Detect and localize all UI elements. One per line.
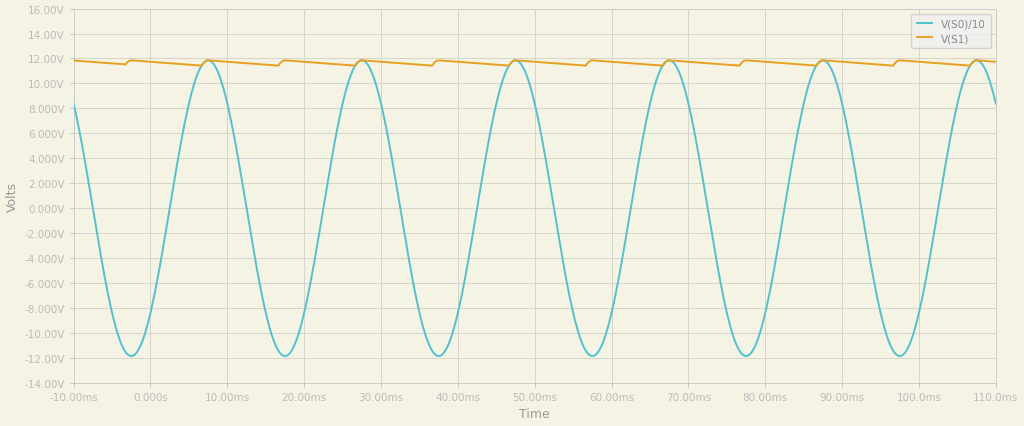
V(S1) xyxy=(540,61,552,66)
V(S0)/10 xyxy=(205,59,217,64)
V(S0)/10 xyxy=(125,354,137,359)
V(S1) xyxy=(989,60,1001,65)
V(S1) xyxy=(116,63,128,68)
V(S0)/10 xyxy=(116,343,128,348)
Legend: V(S0)/10, V(S1): V(S0)/10, V(S1) xyxy=(911,15,990,49)
V(S0)/10 xyxy=(629,184,641,189)
V(S0)/10 xyxy=(553,236,565,242)
V(S1) xyxy=(306,60,318,66)
Line: V(S1): V(S1) xyxy=(74,61,995,66)
Y-axis label: Volts: Volts xyxy=(5,181,18,211)
V(S1) xyxy=(68,59,80,64)
V(S0)/10 xyxy=(540,158,552,163)
V(S1) xyxy=(503,64,515,69)
X-axis label: Time: Time xyxy=(519,408,550,420)
V(S0)/10 xyxy=(68,102,80,107)
Line: V(S0)/10: V(S0)/10 xyxy=(74,61,995,356)
V(S1) xyxy=(553,62,565,67)
V(S1) xyxy=(205,59,217,64)
V(S0)/10 xyxy=(306,271,318,276)
V(S1) xyxy=(971,59,983,64)
V(S1) xyxy=(629,62,641,67)
V(S0)/10 xyxy=(971,59,983,64)
V(S0)/10 xyxy=(989,102,1001,107)
